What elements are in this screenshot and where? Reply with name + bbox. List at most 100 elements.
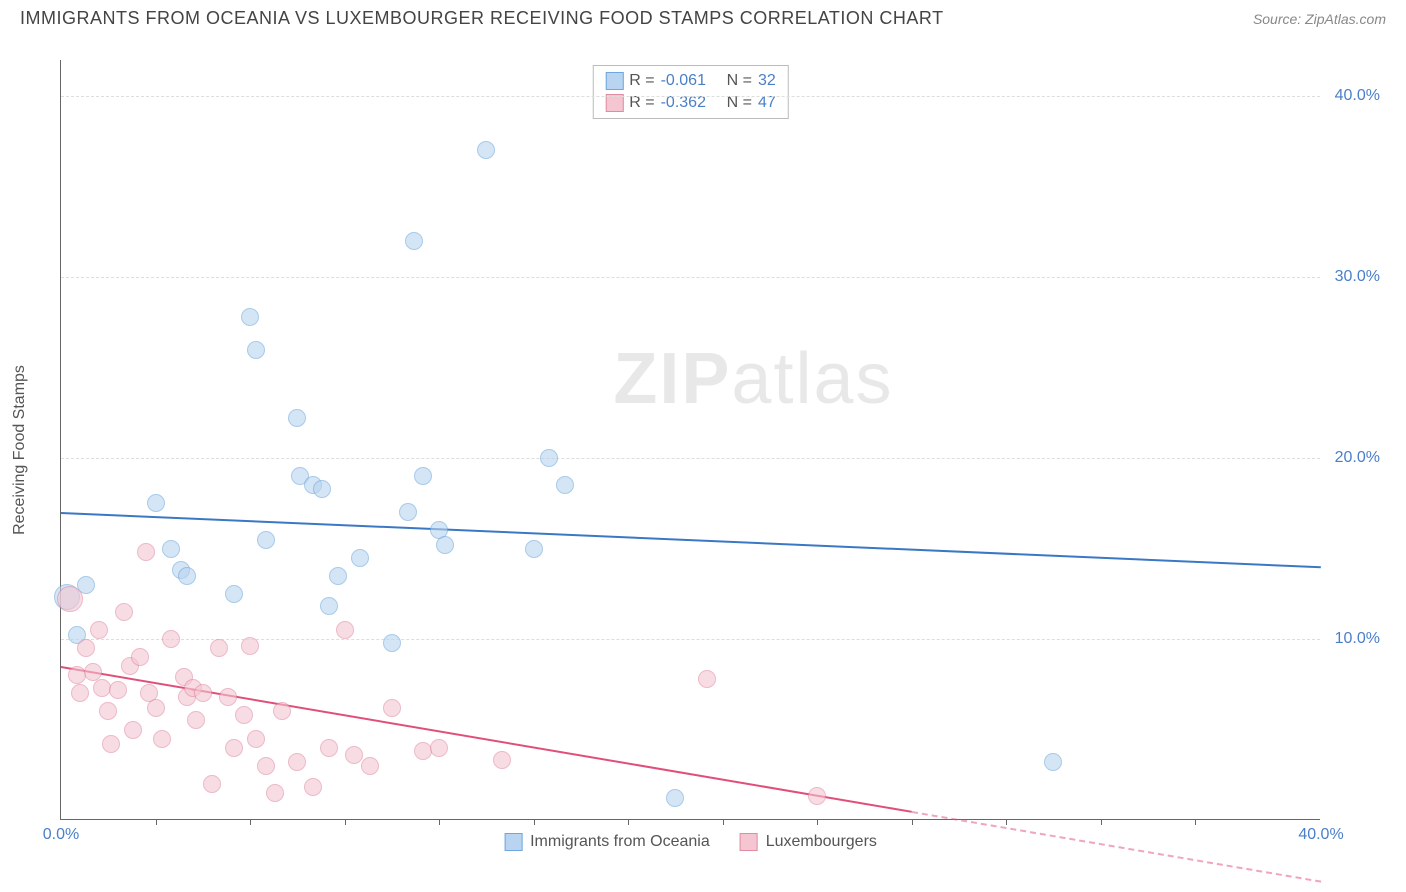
scatter-point: [266, 784, 284, 802]
scatter-point: [336, 621, 354, 639]
scatter-point: [525, 540, 543, 558]
legend-n-value: 32: [758, 72, 776, 90]
legend-n-label: N =: [727, 72, 752, 90]
y-axis-label: Receiving Food Stamps: [11, 365, 29, 535]
scatter-point: [257, 531, 275, 549]
scatter-point: [320, 597, 338, 615]
watermark: ZIPatlas: [613, 338, 893, 420]
scatter-point: [345, 746, 363, 764]
scatter-point: [71, 684, 89, 702]
x-minor-tick: [345, 819, 346, 825]
scatter-point: [288, 753, 306, 771]
scatter-point: [241, 308, 259, 326]
scatter-point: [241, 637, 259, 655]
correlation-legend: R =-0.061N =32R =-0.362N =47: [592, 65, 788, 119]
scatter-point: [137, 543, 155, 561]
scatter-point: [414, 467, 432, 485]
scatter-point: [329, 567, 347, 585]
page-title: IMMIGRANTS FROM OCEANIA VS LUXEMBOURGER …: [20, 8, 944, 29]
legend-swatch: [605, 72, 623, 90]
x-minor-tick: [817, 819, 818, 825]
legend-swatch: [504, 833, 522, 851]
bottom-legend-item: Luxembourgers: [740, 833, 877, 851]
scatter-point: [115, 603, 133, 621]
scatter-point: [203, 775, 221, 793]
x-minor-tick: [912, 819, 913, 825]
scatter-point: [77, 639, 95, 657]
scatter-point: [320, 739, 338, 757]
scatter-point: [808, 787, 826, 805]
x-tick-label: 0.0%: [43, 826, 79, 844]
trend-line-dashed: [911, 811, 1321, 883]
y-tick-label: 10.0%: [1335, 630, 1380, 648]
y-tick-label: 20.0%: [1335, 449, 1380, 467]
scatter-point: [383, 699, 401, 717]
x-tick-label: 40.0%: [1298, 826, 1343, 844]
scatter-point: [225, 739, 243, 757]
scatter-point: [124, 721, 142, 739]
scatter-point: [235, 706, 253, 724]
scatter-point: [556, 476, 574, 494]
scatter-point: [187, 711, 205, 729]
scatter-point: [99, 702, 117, 720]
legend-r-label: R =: [629, 72, 654, 90]
x-minor-tick: [250, 819, 251, 825]
scatter-point: [147, 494, 165, 512]
scatter-point: [540, 449, 558, 467]
gridline: [61, 458, 1320, 459]
scatter-point: [210, 639, 228, 657]
y-tick-label: 40.0%: [1335, 87, 1380, 105]
scatter-point: [102, 735, 120, 753]
scatter-point: [247, 730, 265, 748]
bottom-legend-item: Immigrants from Oceania: [504, 833, 710, 851]
scatter-point: [351, 549, 369, 567]
scatter-point: [698, 670, 716, 688]
plot-area: ZIPatlas R =-0.061N =32R =-0.362N =47 Im…: [60, 60, 1320, 820]
scatter-point: [247, 341, 265, 359]
scatter-point: [90, 621, 108, 639]
scatter-point: [436, 536, 454, 554]
scatter-point: [383, 634, 401, 652]
header: IMMIGRANTS FROM OCEANIA VS LUXEMBOURGER …: [0, 0, 1406, 37]
source-label: Source: ZipAtlas.com: [1253, 11, 1386, 27]
scatter-point: [493, 751, 511, 769]
scatter-point: [257, 757, 275, 775]
x-minor-tick: [1195, 819, 1196, 825]
chart-container: Receiving Food Stamps ZIPatlas R =-0.061…: [50, 60, 1330, 840]
gridline: [61, 277, 1320, 278]
gridline: [61, 96, 1320, 97]
x-minor-tick: [439, 819, 440, 825]
scatter-point: [405, 232, 423, 250]
scatter-point: [304, 778, 322, 796]
x-minor-tick: [534, 819, 535, 825]
legend-r-value: -0.061: [661, 72, 721, 90]
scatter-point: [666, 789, 684, 807]
y-tick-label: 30.0%: [1335, 268, 1380, 286]
scatter-point: [153, 730, 171, 748]
scatter-point: [361, 757, 379, 775]
scatter-point: [477, 141, 495, 159]
scatter-point: [219, 688, 237, 706]
scatter-point: [430, 739, 448, 757]
scatter-point: [131, 648, 149, 666]
scatter-point: [162, 630, 180, 648]
bottom-legend-label: Luxembourgers: [766, 833, 877, 851]
scatter-point: [162, 540, 180, 558]
scatter-point: [1044, 753, 1062, 771]
scatter-point: [288, 409, 306, 427]
scatter-point: [313, 480, 331, 498]
scatter-point: [225, 585, 243, 603]
x-minor-tick: [723, 819, 724, 825]
scatter-point: [178, 567, 196, 585]
trend-line: [61, 512, 1321, 568]
scatter-point: [84, 663, 102, 681]
scatter-point: [194, 684, 212, 702]
bottom-legend-label: Immigrants from Oceania: [530, 833, 710, 851]
x-minor-tick: [628, 819, 629, 825]
legend-row: R = -0.061 N = 32: [605, 70, 775, 92]
scatter-point: [399, 503, 417, 521]
scatter-point: [147, 699, 165, 717]
series-legend: Immigrants from Oceania Luxembourgers: [504, 833, 877, 851]
legend-swatch: [740, 833, 758, 851]
x-minor-tick: [1101, 819, 1102, 825]
